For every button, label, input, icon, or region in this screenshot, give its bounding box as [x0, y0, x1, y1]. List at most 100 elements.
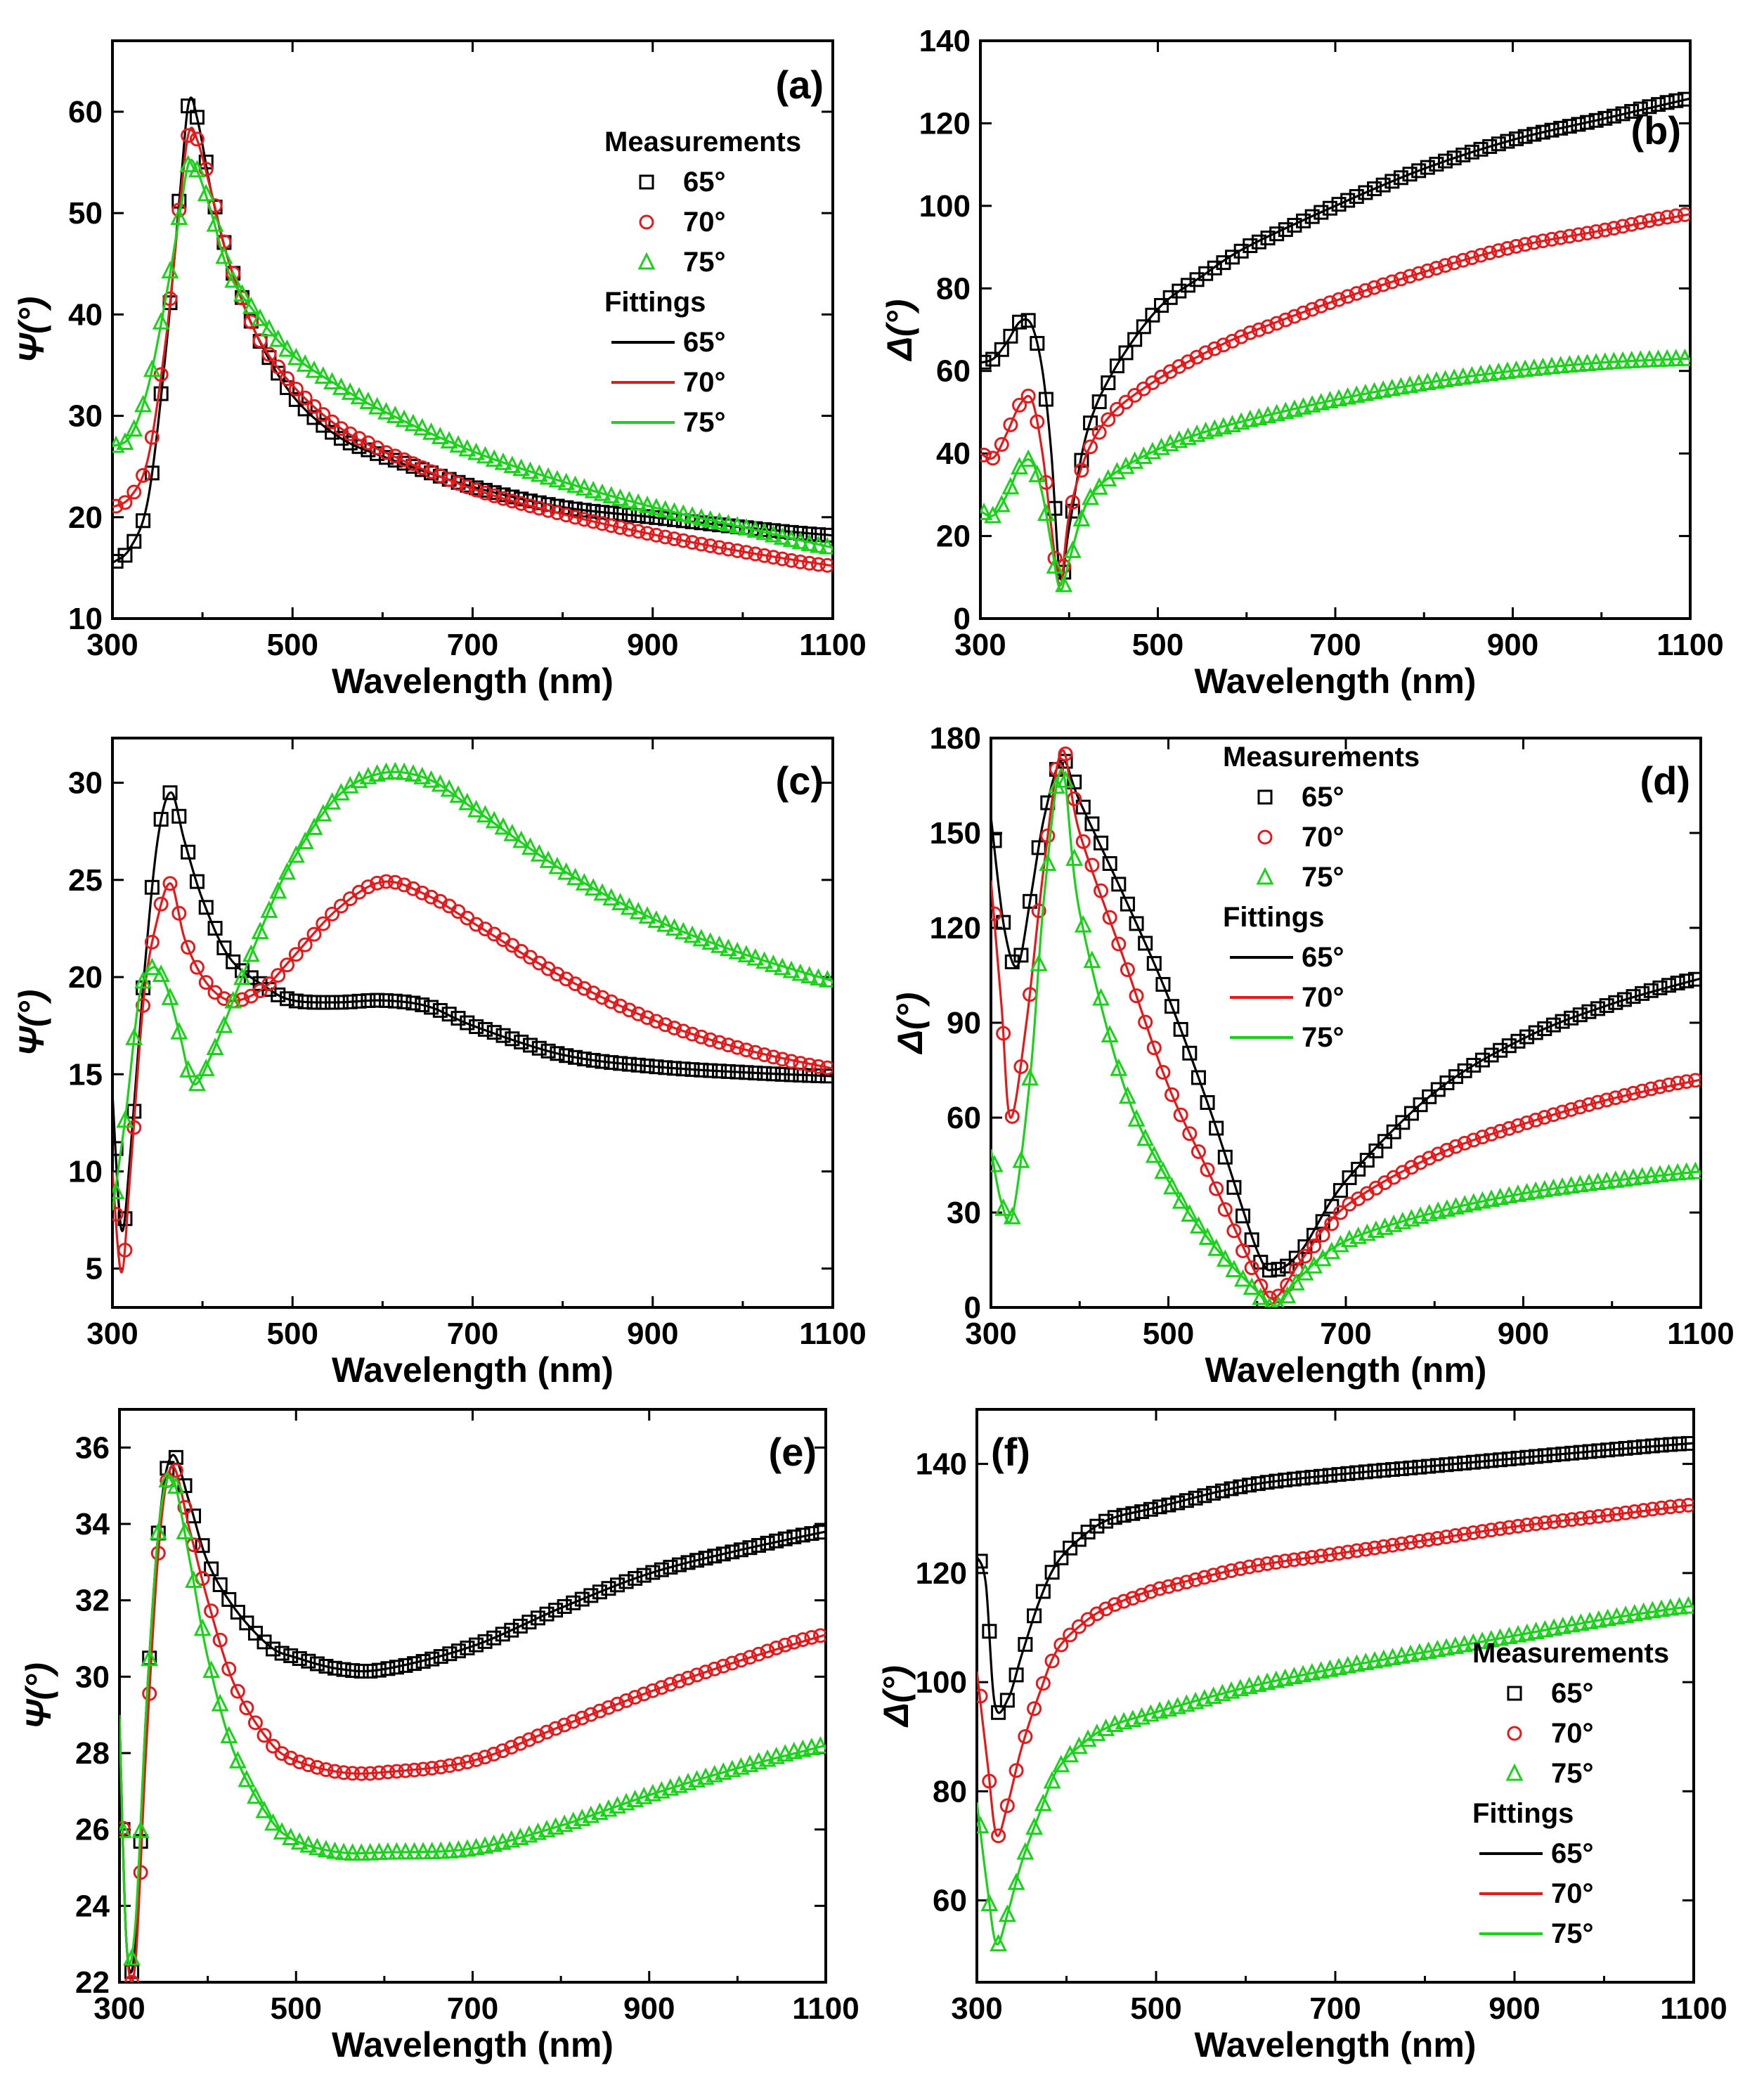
measurement-point — [1013, 1059, 1029, 1074]
measurement-point — [566, 1714, 581, 1729]
measurement-point — [1680, 1497, 1694, 1513]
legend-entry-label: 70° — [1302, 982, 1344, 1013]
measurement-point — [1582, 1444, 1597, 1459]
measurement-point — [585, 503, 601, 519]
measurement-point — [306, 926, 322, 942]
measurement-point — [368, 396, 387, 415]
measurement-point — [1668, 93, 1684, 108]
series-layer — [977, 1435, 1694, 1952]
measurement-point — [649, 1014, 664, 1029]
measurement-point — [1654, 1500, 1669, 1515]
measurement-point — [432, 1841, 450, 1859]
measurement-point — [1528, 1025, 1543, 1040]
measurement-point — [550, 1046, 565, 1061]
measurement-point — [1296, 213, 1311, 228]
measurement-point — [804, 1629, 819, 1645]
measurement-point — [1181, 1204, 1199, 1222]
legend-entry-label: 65° — [1551, 1838, 1594, 1869]
measurement-point — [352, 1843, 370, 1861]
legend-entry-label: 75° — [1551, 1758, 1594, 1789]
x-tick-label: 900 — [1489, 1991, 1540, 2026]
measurement-point — [1152, 1581, 1167, 1596]
measurement-point — [469, 1752, 484, 1768]
measurement-point — [720, 1038, 736, 1053]
y-tick-label: 15 — [68, 1057, 103, 1092]
measurement-point — [342, 994, 358, 1009]
measurement-point — [1627, 1440, 1642, 1455]
measurement-point — [746, 948, 765, 966]
measurement-point — [261, 347, 277, 362]
measurement-point — [1616, 1088, 1632, 1104]
measurement-point — [380, 1764, 396, 1780]
measurement-point — [1546, 1447, 1562, 1463]
legend-entry-label: 70° — [683, 367, 726, 398]
measurement-point — [1207, 1238, 1226, 1256]
measurement-point — [316, 995, 331, 1010]
measurement-point — [1180, 354, 1195, 370]
x-tick-label: 300 — [954, 628, 1006, 662]
measurement-point — [440, 779, 458, 797]
measurement-point — [398, 1763, 413, 1778]
measurement-point — [424, 1000, 439, 1015]
measurement-point — [1165, 1087, 1180, 1102]
measurement-point — [548, 470, 566, 488]
measurement-point — [301, 1653, 316, 1669]
measurement-point — [386, 406, 404, 423]
measurement-point — [1484, 1126, 1499, 1142]
measurement-point — [812, 1628, 826, 1643]
measurement-point — [1606, 108, 1621, 124]
y-tick-label: 90 — [947, 1006, 981, 1040]
measurement-point — [1465, 1525, 1481, 1541]
measurement-point — [1009, 1667, 1024, 1683]
measurement-point — [1340, 193, 1356, 208]
panel-f: 300 500 700 900 1100 60 80 100 120 140 Wavelength … — [876, 1408, 1727, 2064]
measurement-point — [742, 1650, 758, 1665]
measurement-point — [1233, 1479, 1248, 1494]
measurement-point — [1314, 298, 1329, 314]
y-tick-label: 30 — [68, 399, 103, 434]
measurement-point — [1571, 117, 1586, 132]
measurement-point — [323, 372, 342, 390]
measurement-point — [802, 555, 817, 571]
panel-b: 300 500 700 900 1100 0 20 40 60 80 100 120 140 Wavele… — [880, 24, 1724, 701]
measurement-point — [1394, 1536, 1409, 1551]
measurement-point — [161, 987, 179, 1005]
measurement-point — [336, 1662, 351, 1677]
measurement-point — [415, 460, 430, 475]
measurement-point — [658, 1017, 673, 1033]
measurement-point — [991, 1154, 1004, 1172]
legend: Measurements 65° 70° 75° Fittings 65° 70° 75° — [604, 127, 801, 438]
measurement-point — [406, 995, 421, 1011]
measurement-point — [1596, 352, 1614, 370]
legend-entry-label: 65° — [683, 327, 726, 358]
measurement-point — [323, 791, 342, 810]
measurement-point — [1616, 992, 1632, 1007]
measurement-point — [701, 510, 720, 528]
measurement-point — [379, 874, 394, 889]
measurement-point — [1161, 1497, 1176, 1513]
measurement-point — [1448, 1139, 1464, 1154]
measurement-point — [1464, 144, 1479, 160]
measurement-point — [153, 896, 169, 912]
measurement-point — [985, 451, 1001, 466]
measurement-point — [795, 1632, 810, 1648]
measurement-point — [185, 1570, 202, 1588]
measurement-point — [441, 1840, 459, 1859]
measurement-point — [712, 540, 727, 555]
measurement-point — [404, 413, 422, 432]
measurement-point — [566, 1595, 581, 1610]
measurement-point — [1094, 883, 1109, 898]
measurement-point — [568, 1049, 583, 1065]
measurement-point — [212, 1632, 228, 1648]
measurement-point — [1642, 1165, 1660, 1184]
measurement-point — [566, 475, 584, 493]
measurement-point — [1013, 948, 1029, 963]
measurement-point — [1517, 237, 1533, 252]
measurement-point — [1555, 1513, 1571, 1528]
measurement-point — [1597, 110, 1613, 126]
measurement-point — [1260, 231, 1276, 246]
measurement-point — [1429, 260, 1444, 276]
measurement-point — [387, 874, 403, 890]
measurement-point — [1094, 835, 1109, 851]
measurement-point — [1376, 1463, 1392, 1478]
